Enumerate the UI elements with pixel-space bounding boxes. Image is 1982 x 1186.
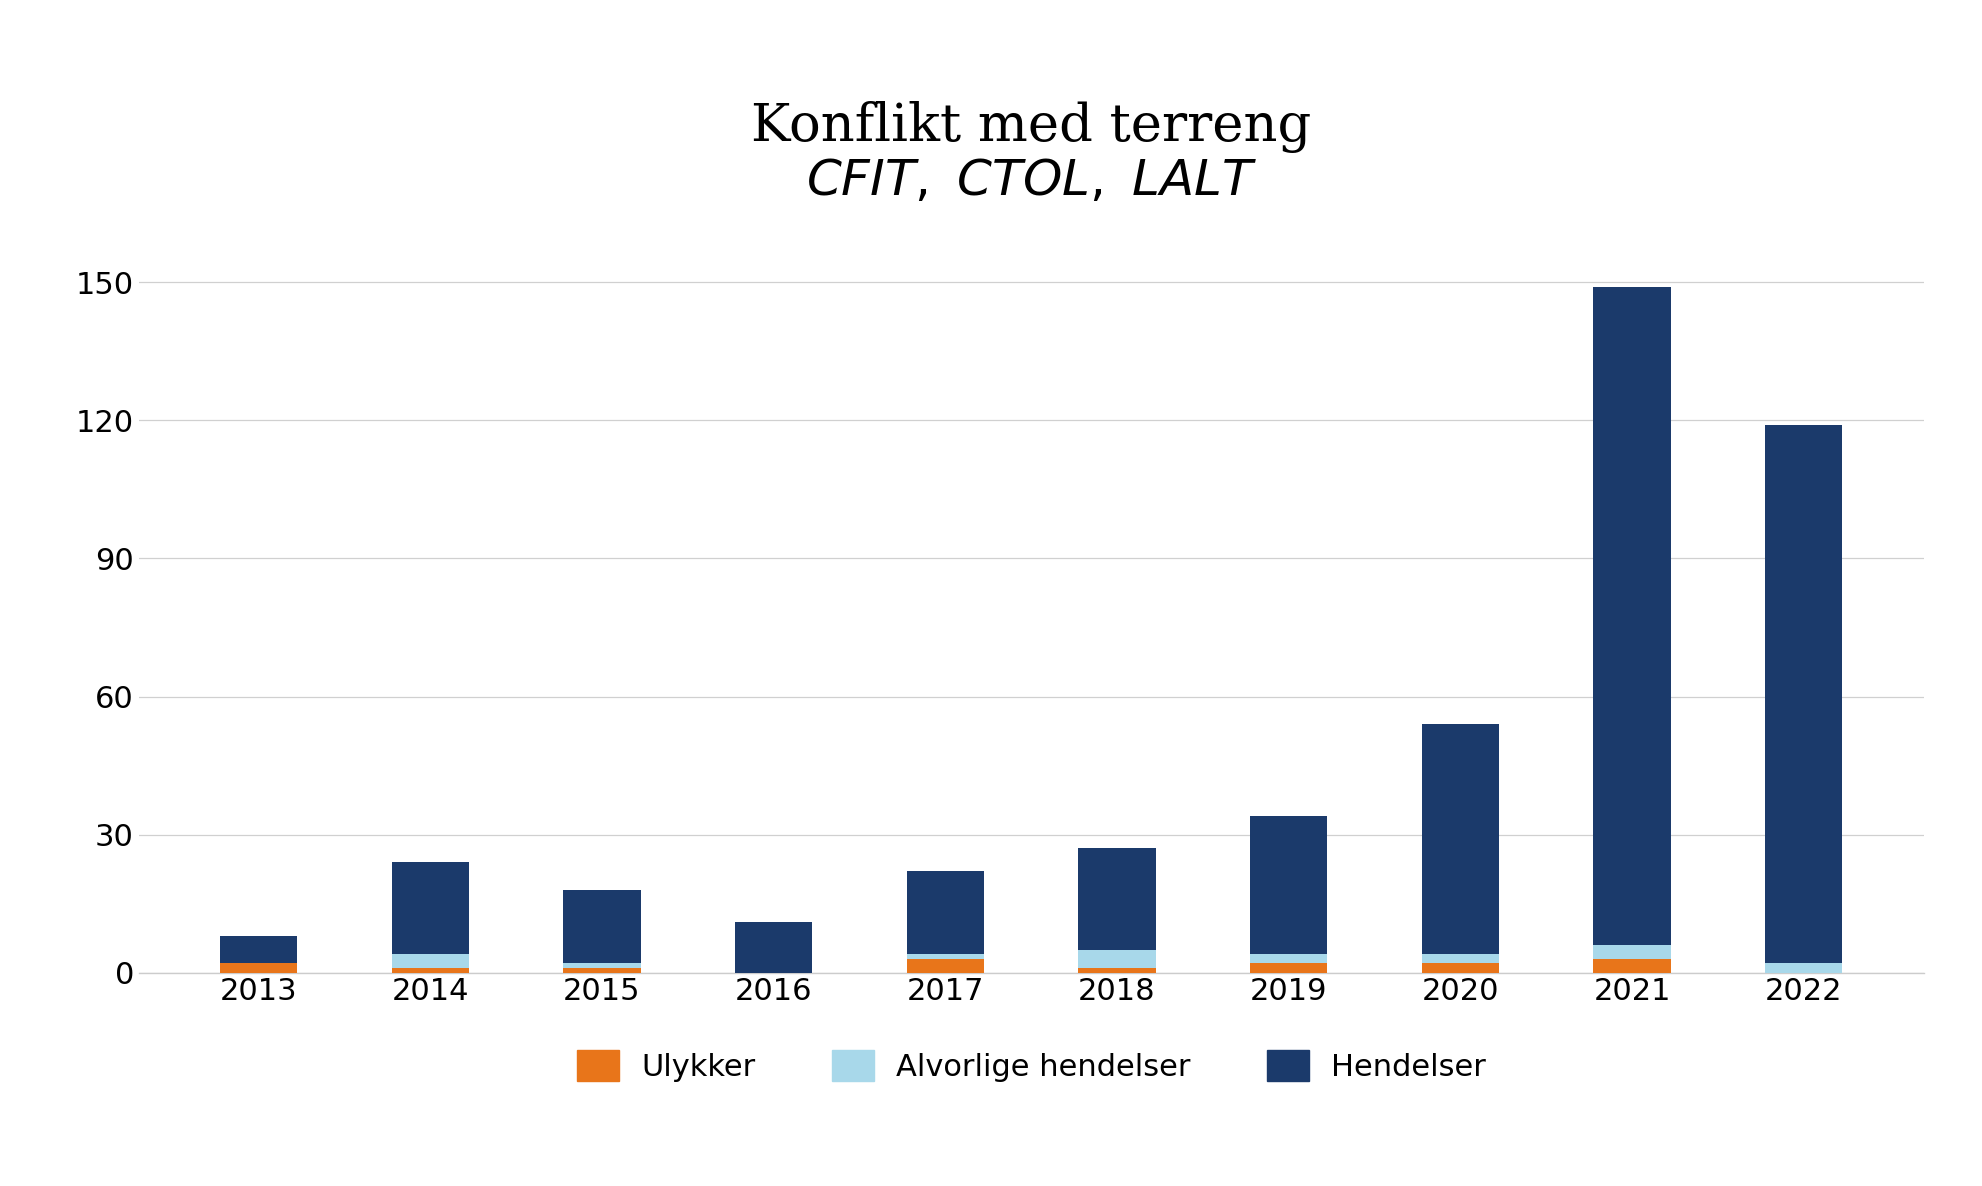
Bar xyxy=(390,968,468,973)
Bar xyxy=(1249,954,1326,963)
Text: $\it{CFIT,\ CTOL,\ LALT}$: $\it{CFIT,\ CTOL,\ LALT}$ xyxy=(805,157,1257,206)
Text: Konflikt med terreng: Konflikt med terreng xyxy=(751,101,1310,153)
Bar xyxy=(1078,848,1156,950)
Legend: Ulykker, Alvorlige hendelser, Hendelser: Ulykker, Alvorlige hendelser, Hendelser xyxy=(565,1038,1496,1093)
Bar xyxy=(563,963,640,968)
Bar xyxy=(1078,950,1156,968)
Bar xyxy=(1764,963,1841,973)
Bar xyxy=(1078,968,1156,973)
Bar xyxy=(735,922,813,973)
Bar xyxy=(1249,963,1326,973)
Bar xyxy=(1594,945,1671,958)
Bar xyxy=(1421,963,1498,973)
Bar xyxy=(1421,725,1498,954)
Bar xyxy=(220,936,297,963)
Bar xyxy=(1249,816,1326,954)
Bar xyxy=(1421,954,1498,963)
Bar xyxy=(906,954,983,958)
Bar xyxy=(906,958,983,973)
Bar xyxy=(563,968,640,973)
Bar xyxy=(390,862,468,954)
Bar xyxy=(563,890,640,963)
Bar xyxy=(220,963,297,973)
Bar xyxy=(390,954,468,968)
Bar xyxy=(1594,287,1671,945)
Bar xyxy=(1594,958,1671,973)
Bar xyxy=(906,872,983,954)
Bar xyxy=(1764,425,1841,963)
